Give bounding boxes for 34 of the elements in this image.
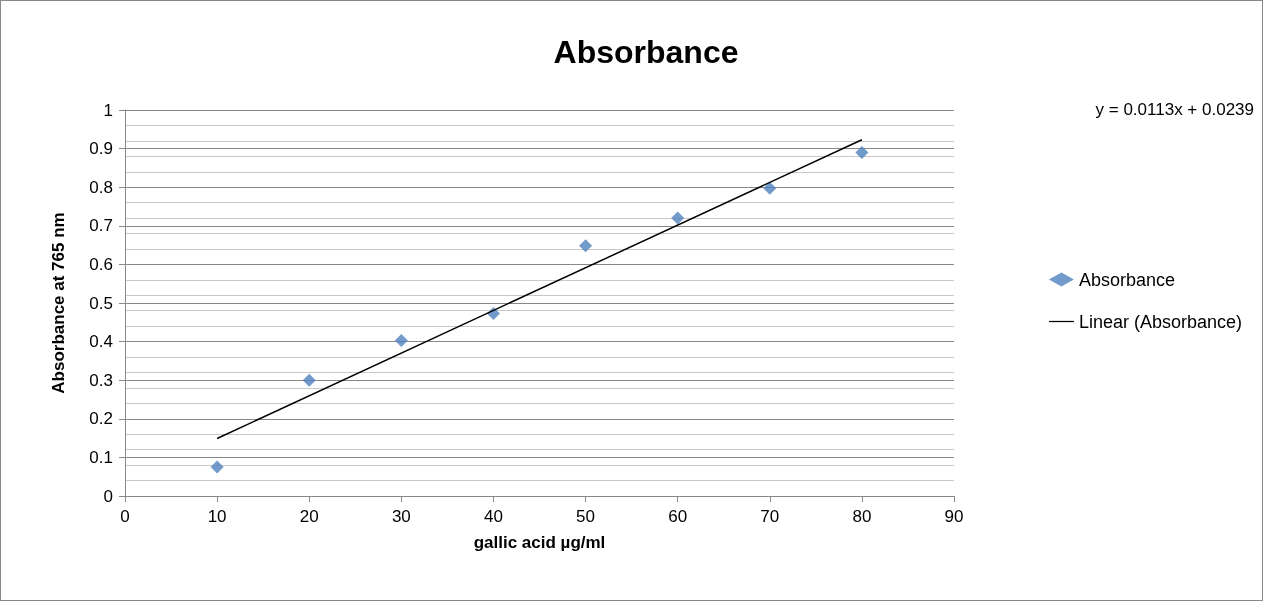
y-tick-label: 1 [103,100,113,120]
x-tick-label: 50 [576,507,596,526]
y-tick-label: 0.5 [89,293,113,313]
x-tick-label: 70 [760,507,780,526]
point [855,145,869,159]
x-tick-label: 0 [120,507,130,526]
y-tick-label: 0.8 [89,177,113,197]
y-tick-label: 0.2 [89,409,113,429]
point [394,333,408,347]
x-tick-label: 60 [668,507,688,526]
x-tick-label: 90 [944,507,964,526]
point [671,211,685,225]
x-axis-title: gallic acid µg/ml [473,533,606,552]
y-tick-label: 0.7 [89,216,113,236]
x-tick-label: 30 [391,507,411,526]
y-tick-label: 0 [103,486,113,506]
point [210,460,224,474]
y-axis-title: Absorbance at 765 nm [49,212,68,394]
y-tick-label: 0.4 [89,332,113,352]
legend-label: Absorbance [1078,269,1175,290]
x-tick-label: 80 [852,507,872,526]
text: y = 0.0113x + 0.0239 [1095,100,1255,119]
y-tick-label: 0.6 [89,254,113,274]
point [763,181,777,195]
chart-title: Absorbance [553,34,739,70]
y-tick-label: 0.9 [89,139,113,159]
y-tick-label: 0.3 [89,370,113,390]
legend-label: Linear (Absorbance) [1078,311,1242,332]
point [302,373,316,387]
x-tick-label: 20 [299,507,319,526]
x-tick-label: 10 [207,507,227,526]
x-tick-label: 40 [483,507,503,526]
point [579,239,593,253]
y-tick-label: 0.1 [89,447,113,467]
